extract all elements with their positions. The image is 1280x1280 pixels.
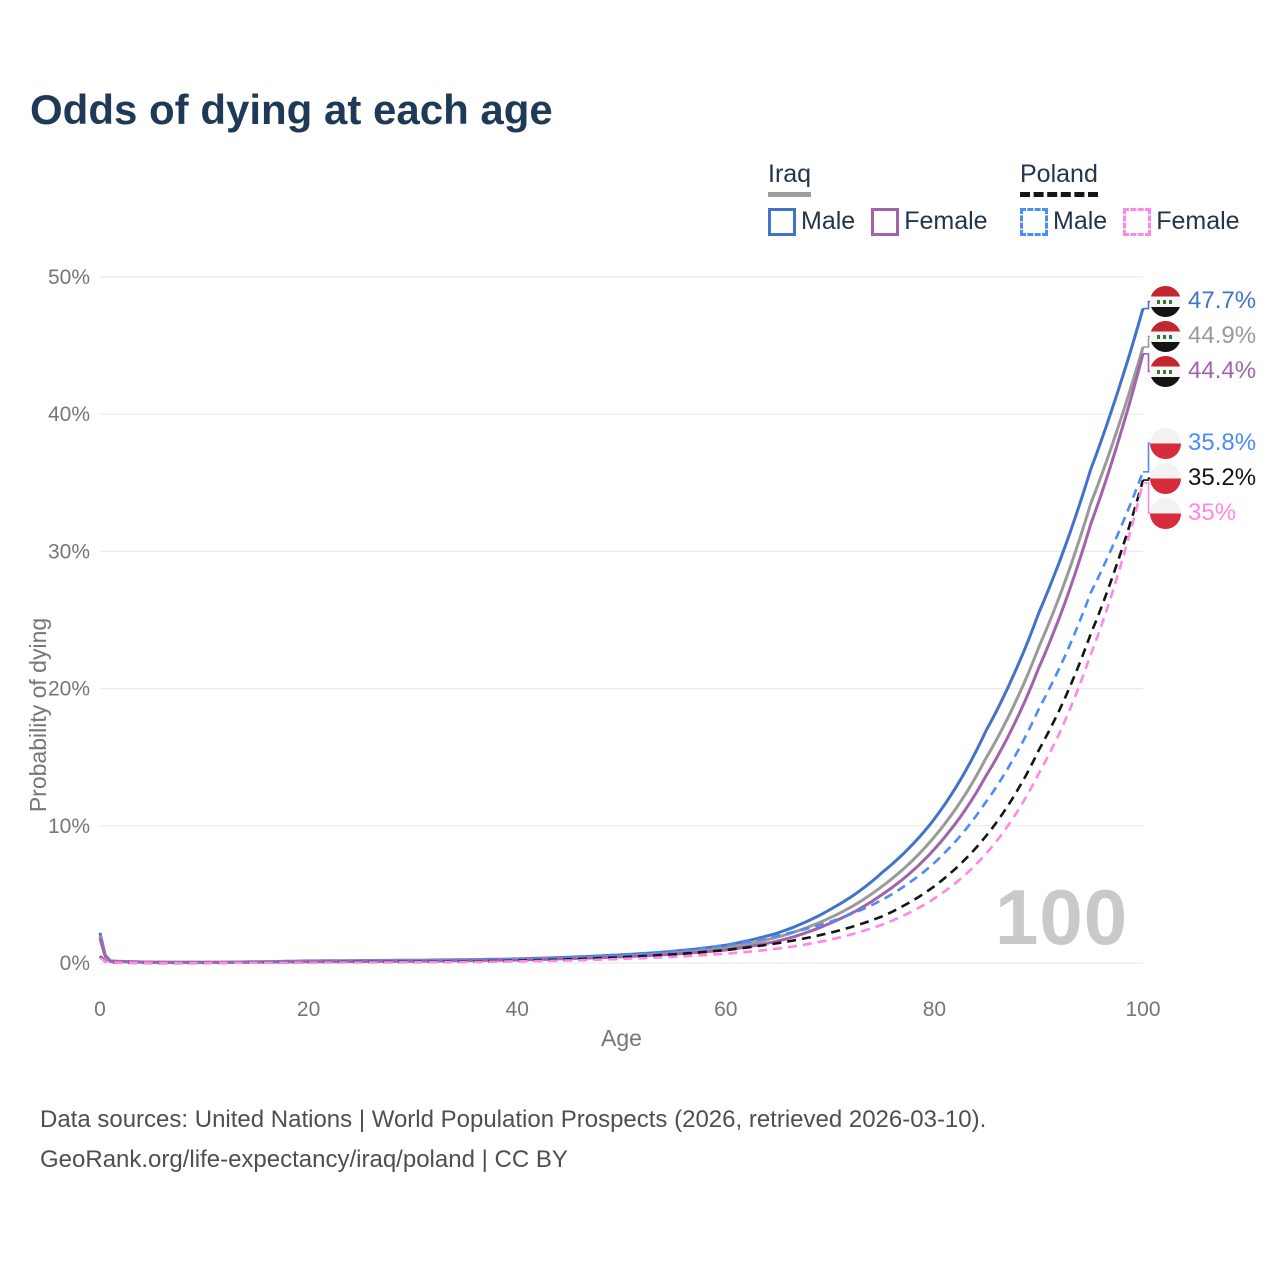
attribution-text: GeoRank.org/life-expectancy/iraq/poland … — [40, 1146, 568, 1173]
series-line-poland-male — [99, 471, 1145, 965]
iraq-flag-icon — [1150, 285, 1181, 317]
poland-female-swatch-icon — [1123, 207, 1152, 236]
x-axis-title: Age — [601, 1025, 642, 1051]
poland-flag-icon — [1150, 427, 1181, 459]
series-line-poland-both — [99, 479, 1145, 965]
legend-items-poland: Male Female — [1020, 207, 1240, 236]
data-sources-text: Data sources: United Nations | World Pop… — [40, 1106, 987, 1133]
poland-flag-icon — [1150, 497, 1181, 529]
iraq-female-swatch-icon — [871, 207, 900, 236]
poland-flag-icon — [1150, 462, 1181, 494]
takbir-script-mark — [1157, 369, 1174, 374]
legend-group-iraq: Iraq Male Female — [768, 160, 988, 236]
y-tick-label: 0% — [60, 952, 90, 975]
end-label-poland-male: 35.8% — [1150, 427, 1256, 459]
y-tick-label: 50% — [48, 266, 90, 289]
series-line-poland-female — [99, 482, 1145, 965]
page-title: Odds of dying at each age — [30, 86, 553, 133]
end-label-value: 35.2% — [1188, 464, 1257, 492]
end-label-value: 47.7% — [1188, 287, 1257, 315]
legend-item-label: Female — [904, 207, 988, 235]
takbir-script-mark — [1157, 334, 1174, 339]
legend-item-label: Male — [801, 207, 856, 235]
legend-item-poland-male[interactable]: Male — [1020, 207, 1107, 236]
x-tick-label: 80 — [923, 998, 946, 1021]
series-line-iraq-male — [98, 308, 1145, 964]
y-axis-title: Probability of dying — [25, 618, 51, 812]
legend-item-iraq-female[interactable]: Female — [871, 207, 988, 236]
iraq-flag-icon — [1150, 320, 1181, 352]
legend-item-iraq-male[interactable]: Male — [768, 207, 855, 236]
legend-item-poland-female[interactable]: Female — [1123, 207, 1240, 236]
y-tick-label: 40% — [48, 403, 90, 426]
y-tick-label: 10% — [48, 815, 90, 838]
end-label-iraq-female: 44.4% — [1150, 355, 1256, 387]
end-label-value: 44.9% — [1188, 322, 1257, 350]
x-tick-label: 40 — [506, 998, 529, 1021]
end-label-value: 35.8% — [1188, 429, 1257, 457]
legend-header-poland: Poland — [1020, 160, 1098, 197]
end-label-iraq-male: 47.7% — [1150, 285, 1256, 317]
iraq-flag-icon — [1150, 355, 1181, 387]
end-label-poland-both: 35.2% — [1150, 462, 1256, 494]
series-line-iraq-both — [98, 346, 1145, 965]
end-label-value: 44.4% — [1188, 357, 1257, 385]
end-label-poland-female: 35% — [1150, 497, 1236, 529]
age-counter-watermark: 100 — [995, 873, 1129, 961]
legend-header-iraq: Iraq — [768, 160, 812, 197]
x-tick-label: 100 — [1125, 998, 1160, 1021]
takbir-script-mark — [1157, 299, 1174, 304]
series-line-iraq-female — [98, 353, 1145, 965]
y-tick-label: 30% — [48, 540, 90, 563]
x-tick-label: 0 — [94, 998, 106, 1021]
poland-male-swatch-icon — [1020, 207, 1048, 236]
legend-item-label: Male — [1053, 207, 1108, 235]
legend-group-poland: Poland Male Female — [1020, 160, 1240, 236]
legend-item-label: Female — [1156, 207, 1240, 235]
iraq-male-swatch-icon — [768, 207, 796, 236]
legend-items-iraq: Male Female — [768, 207, 988, 236]
x-tick-label: 20 — [297, 998, 320, 1021]
end-label-iraq-both: 44.9% — [1150, 320, 1256, 352]
end-label-value: 35% — [1188, 499, 1237, 527]
y-tick-label: 20% — [48, 678, 90, 701]
x-tick-label: 60 — [714, 998, 737, 1021]
